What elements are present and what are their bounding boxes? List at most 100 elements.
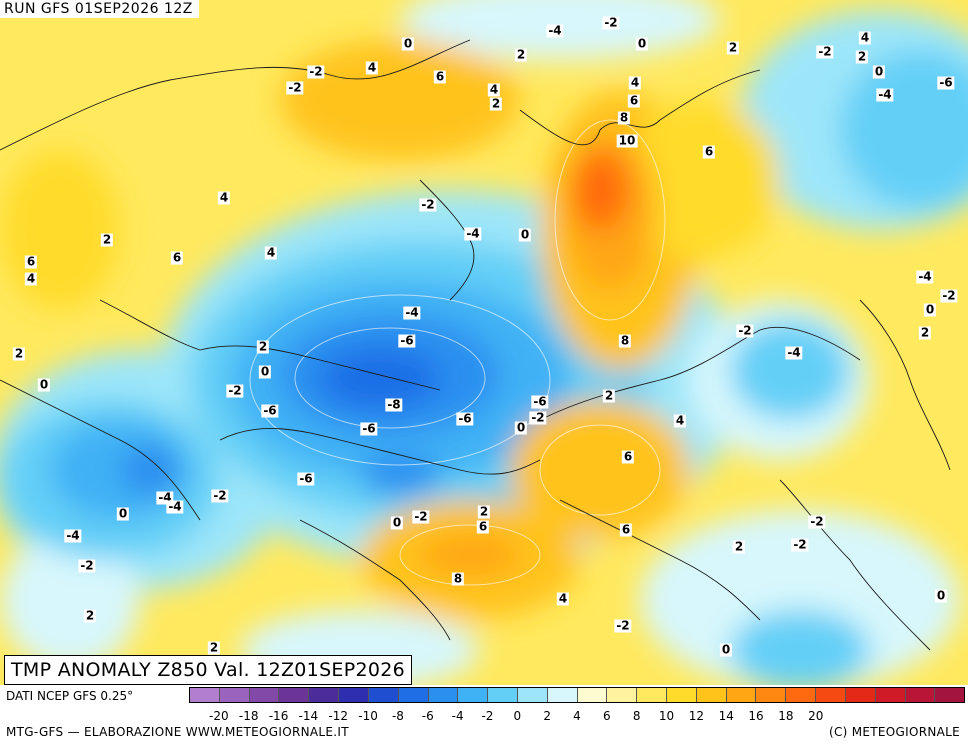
contour-label: 2 — [489, 96, 503, 111]
contour-label: 0 — [635, 36, 649, 51]
color-swatch — [398, 688, 429, 702]
contour-label: 2 — [100, 232, 114, 247]
map-title: TMP ANOMALY Z850 Val. 12Z01SEP2026 — [4, 655, 413, 685]
contour-label: 4 — [556, 591, 570, 606]
scale-tick-label: 12 — [688, 709, 705, 723]
contour-label: -4 — [64, 528, 82, 543]
contour-label: 4 — [365, 60, 379, 75]
contour-label: -4 — [876, 87, 894, 102]
scale-tick-label: 18 — [778, 709, 794, 723]
legend-footer: DATI NCEP GFS 0.25° -20 -18 -16 -14 -12 -10 -8… — [0, 685, 968, 745]
contour-label: -2 — [736, 323, 754, 338]
scale-tick-label: -8 — [391, 709, 404, 723]
contour-label: 0 — [116, 506, 130, 521]
contour-label: 6 — [170, 250, 184, 265]
contour-label: 2 — [602, 388, 616, 403]
contour-label: 4 — [264, 245, 278, 260]
color-swatch — [905, 688, 936, 702]
color-swatch — [339, 688, 369, 702]
scale-tick-label: -12 — [328, 709, 349, 723]
contour-label: 0 — [390, 515, 404, 530]
color-swatch — [756, 688, 787, 702]
contour-label: -2 — [419, 197, 437, 212]
contour-label: 6 — [702, 144, 716, 159]
contour-label: -2 — [78, 558, 96, 573]
map-canvas — [0, 0, 968, 685]
contour-label: 0 — [401, 36, 415, 51]
color-swatch — [190, 688, 220, 702]
contour-label: 6 — [619, 522, 633, 537]
scale-tick-label: 10 — [658, 709, 675, 723]
data-source-label: DATI NCEP GFS 0.25° — [6, 689, 134, 703]
contour-label: 6 — [627, 93, 641, 108]
contour-label: -2 — [808, 514, 826, 529]
color-swatch — [816, 688, 846, 702]
contour-label: 0 — [258, 364, 272, 379]
contour-label: 2 — [12, 346, 26, 361]
color-swatch — [875, 688, 906, 702]
contour-label: -2 — [816, 44, 834, 59]
scale-tick-label: 2 — [543, 709, 551, 723]
run-title: RUN GFS 01SEP2026 12Z — [0, 0, 199, 18]
contour-label: 2 — [726, 40, 740, 55]
contour-label: 4 — [217, 190, 231, 205]
scale-tick-label: 16 — [748, 709, 764, 723]
color-swatch — [249, 688, 280, 702]
color-swatch — [458, 688, 489, 702]
color-scale — [189, 687, 965, 703]
contour-label: -8 — [385, 397, 403, 412]
scale-tick-label: 8 — [632, 709, 641, 723]
contour-label: 2 — [256, 339, 270, 354]
color-swatch — [488, 688, 518, 702]
contour-label: 2 — [477, 504, 491, 519]
scale-tick-label: -4 — [451, 709, 464, 723]
contour-label: -2 — [211, 488, 229, 503]
color-swatch — [219, 688, 250, 702]
color-swatch — [786, 688, 817, 702]
contour-label: -4 — [464, 226, 482, 241]
contour-label: 6 — [621, 449, 635, 464]
scale-tick-label: -14 — [298, 709, 319, 723]
scale-tick-label: 20 — [808, 709, 824, 723]
contour-label: -4 — [166, 499, 184, 514]
contour-label: -2 — [529, 410, 547, 425]
contour-label: -4 — [403, 305, 421, 320]
color-swatch — [726, 688, 757, 702]
contour-label: -2 — [791, 537, 809, 552]
credit-left: MTG-GFS — ELABORAZIONE WWW.METEOGIORNALE… — [6, 725, 349, 739]
color-swatch — [935, 688, 965, 702]
contour-label: 2 — [514, 47, 528, 62]
contour-label: 6 — [24, 254, 38, 269]
contour-label: 0 — [518, 227, 532, 242]
contour-label: 6 — [433, 69, 447, 84]
contour-label: 0 — [514, 420, 528, 435]
color-swatch — [309, 688, 340, 702]
color-swatch — [279, 688, 310, 702]
scale-tick-label: -20 — [209, 709, 229, 723]
contour-label: 2 — [732, 539, 746, 554]
scale-tick-label: 0 — [513, 709, 522, 723]
contour-label: 4 — [673, 413, 687, 428]
contour-label: 2 — [207, 640, 221, 655]
credit-right: (C) METEOGIORNALE — [828, 725, 960, 739]
contour-label: -6 — [398, 333, 416, 348]
contour-label: -2 — [412, 509, 430, 524]
color-swatch — [607, 688, 638, 702]
scale-tick-label: 14 — [718, 709, 734, 723]
anomaly-map: RUN GFS 01SEP2026 12Z 0 -2 -4 -2 0 2 -2 … — [0, 0, 968, 685]
contour-label: -2 — [226, 383, 244, 398]
contour-label: 2 — [918, 325, 932, 340]
contour-label: 4 — [628, 75, 642, 90]
color-swatch — [667, 688, 697, 702]
contour-label: -6 — [360, 421, 378, 436]
contour-label: 4 — [487, 82, 501, 97]
scale-tick-label: 4 — [573, 709, 581, 723]
color-swatch — [637, 688, 667, 702]
scale-tick-label: -2 — [481, 709, 494, 723]
contour-label: 0 — [934, 588, 948, 603]
contour-label: -2 — [286, 80, 304, 95]
color-swatch — [368, 688, 399, 702]
contour-label: -4 — [546, 23, 564, 38]
color-swatch — [845, 688, 876, 702]
scale-tick-label: 6 — [603, 709, 611, 723]
